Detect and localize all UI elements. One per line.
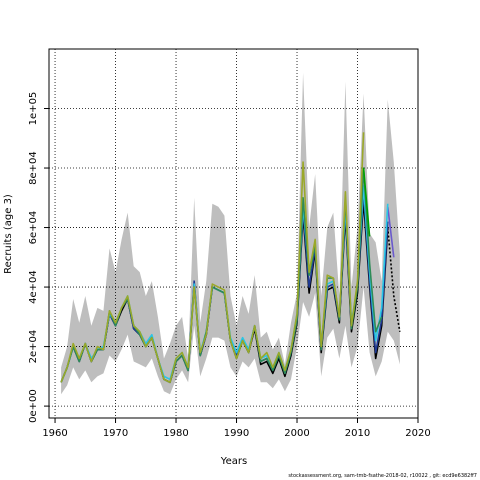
x-axis-title: Years [220,456,247,467]
x-tick-label: 2000 [284,428,309,439]
y-tick-label: 8e+04 [28,151,39,185]
series-line-1 [386,227,401,332]
confidence-band [61,72,400,395]
series-line-7 [60,132,365,384]
footer-credit: stockassessment.org, sam-tmb-fsathe-2018… [288,473,477,479]
series-line-3 [386,206,395,258]
plot-frame [48,48,419,419]
series-line-6 [362,167,371,237]
plot-area [49,49,419,418]
x-tick-label: 1990 [224,428,249,439]
x-tick-label: 1960 [42,428,67,439]
y-tick-label: 6e+04 [28,211,39,245]
y-tick-label: 1e+05 [28,92,39,126]
y-axis-title: Recruits (age 3) [3,194,14,274]
x-tick-label: 1970 [103,428,128,439]
y-tick-label: 4e+04 [28,270,39,304]
x-tick-label: 2010 [345,428,370,439]
series-line-5 [60,167,383,384]
y-tick-label: 2e+04 [28,330,39,364]
y-tick-label: 0e+00 [28,389,39,423]
x-tick-label: 2020 [405,428,430,439]
x-tick-label: 1980 [163,428,188,439]
